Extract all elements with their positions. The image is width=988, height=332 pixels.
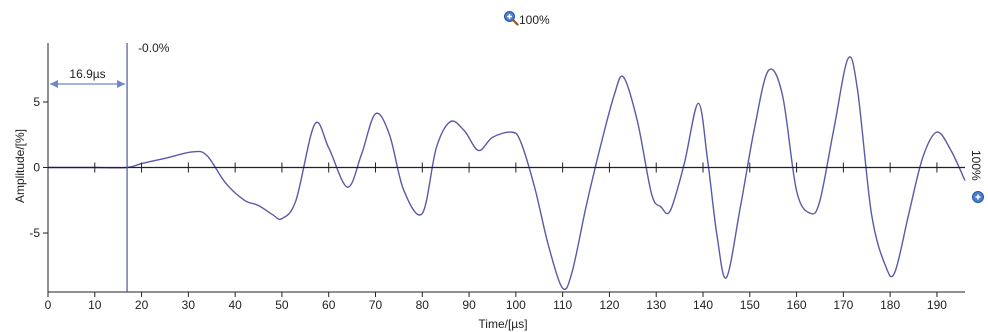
measure-label: 16.9µs [69,67,105,81]
cursor-layer[interactable]: -0.0% 16.9µs [50,41,170,292]
signal-layer [48,56,966,291]
x-tick-label: 0 [45,298,52,312]
x-tick-label: 190 [927,298,947,312]
measure-arrow-right [117,80,126,88]
measure-arrow-left [50,80,58,88]
x-tick-label: 40 [228,298,242,312]
y-tick-label: 0 [33,161,40,175]
x-tick-label: 20 [135,298,149,312]
x-tick-label: 160 [787,298,807,312]
x-tick-label: 170 [833,298,853,312]
horizontal-zoom-control[interactable]: 100% [503,10,550,29]
x-tick-label: 140 [693,298,713,312]
axes-layer: 0 10 20 30 40 50 60 70 80 90 100 110 120 130 140 150 160… [29,43,965,312]
x-tick-label: 150 [740,298,760,312]
y-tick-label: -5 [29,226,40,240]
x-tick-label: 100 [506,298,526,312]
x-tick-label: 70 [369,298,383,312]
x-tick-label: 180 [880,298,900,312]
x-tick-label: 50 [275,298,289,312]
vertical-zoom-label: 100% [969,150,983,181]
vertical-zoom-control[interactable]: 100% [969,150,987,210]
cursor-amplitude-label: -0.0% [138,41,170,55]
x-tick-label: 120 [599,298,619,312]
x-tick-label: 90 [462,298,476,312]
y-axis-title: Amplitude/[%] [13,129,27,203]
x-tick-label: 110 [553,298,572,312]
x-axis-title: Time/[µs] [478,317,527,331]
zoom-magnifier-icon [503,10,519,29]
x-tick-label: 80 [416,298,430,312]
x-tick-label: 60 [322,298,336,312]
signal-series-line [48,56,966,291]
y-tick-label: 5 [33,95,40,109]
horizontal-zoom-label: 100% [519,12,550,27]
zoom-plus-icon [971,190,985,209]
x-tick-label: 10 [88,298,102,312]
x-tick-label: 130 [646,298,666,312]
x-tick-label: 30 [182,298,196,312]
